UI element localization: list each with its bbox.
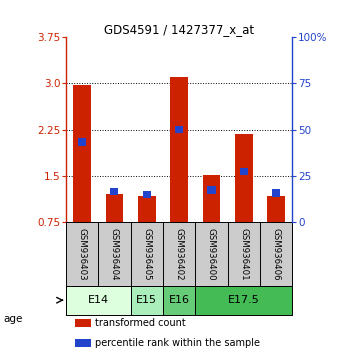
Bar <box>170 77 188 222</box>
Text: GSM936401: GSM936401 <box>239 228 248 280</box>
Bar <box>143 191 151 198</box>
Bar <box>138 196 156 222</box>
Text: E16: E16 <box>169 295 190 305</box>
Text: GSM936400: GSM936400 <box>207 228 216 280</box>
Bar <box>195 286 292 315</box>
Bar <box>272 189 280 197</box>
Text: E14: E14 <box>88 295 109 305</box>
Text: GSM936403: GSM936403 <box>78 228 87 280</box>
Bar <box>267 196 285 222</box>
Bar <box>130 286 163 315</box>
Bar <box>111 188 119 195</box>
Text: transformed count: transformed count <box>95 318 186 328</box>
Text: age: age <box>3 314 23 324</box>
Bar <box>202 175 220 222</box>
Text: GSM936405: GSM936405 <box>142 228 151 280</box>
Bar <box>105 194 123 222</box>
Bar <box>75 339 91 347</box>
Bar <box>66 286 130 315</box>
Bar <box>240 168 248 175</box>
Bar <box>163 286 195 315</box>
Text: E15: E15 <box>136 295 157 305</box>
Bar <box>235 134 253 222</box>
Text: GSM936402: GSM936402 <box>175 228 184 280</box>
Text: GSM936406: GSM936406 <box>272 228 281 280</box>
Bar <box>75 319 91 327</box>
Text: GSM936404: GSM936404 <box>110 228 119 280</box>
Text: E17.5: E17.5 <box>228 295 260 305</box>
Title: GDS4591 / 1427377_x_at: GDS4591 / 1427377_x_at <box>104 23 254 36</box>
Bar <box>78 138 86 146</box>
Text: percentile rank within the sample: percentile rank within the sample <box>95 338 260 348</box>
Bar <box>73 85 91 222</box>
Bar <box>175 126 183 133</box>
Bar <box>208 187 216 194</box>
